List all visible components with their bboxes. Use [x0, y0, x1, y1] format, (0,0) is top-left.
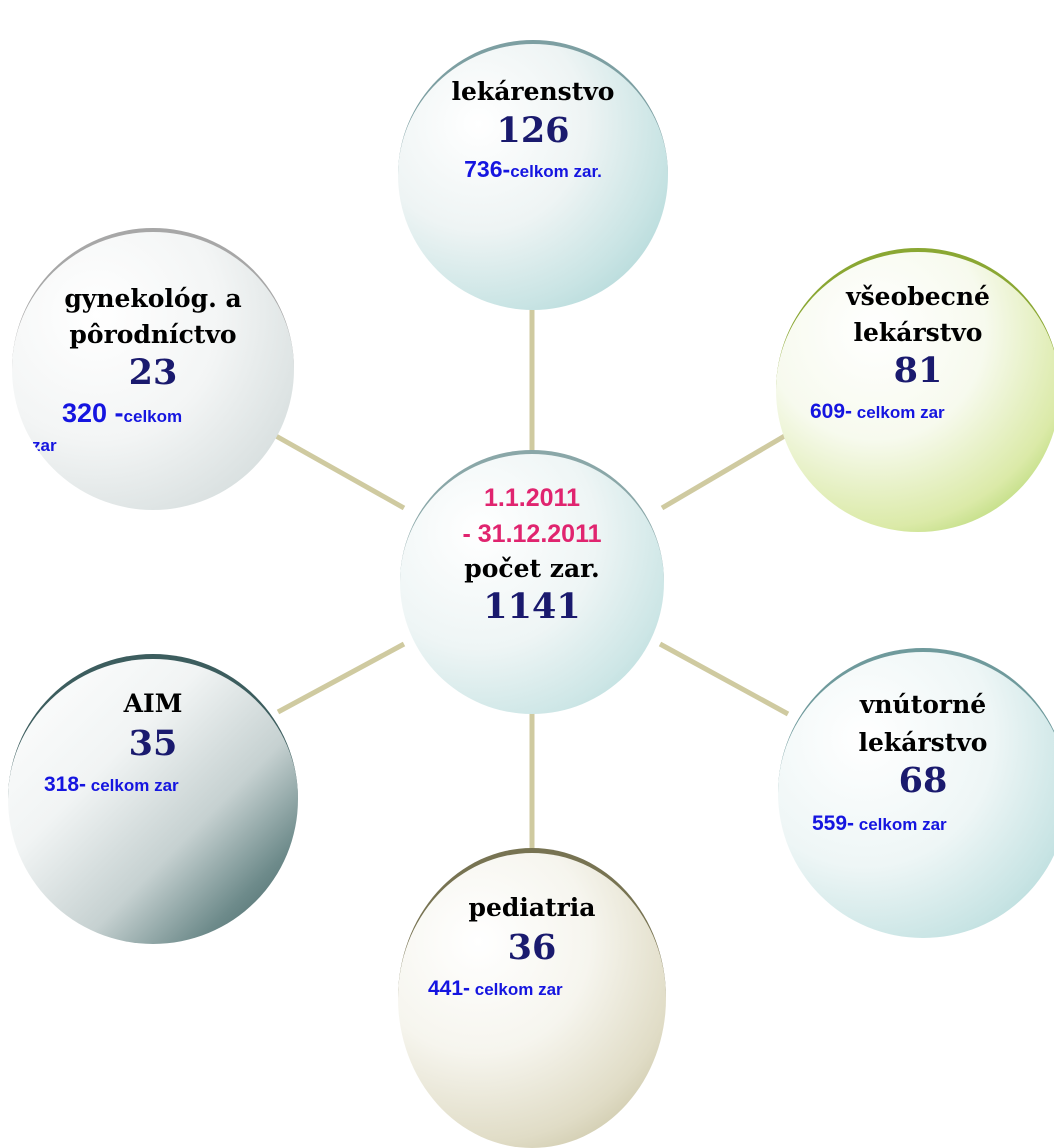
connector-aim [276, 641, 406, 715]
node-total: 559- celkom zar [812, 812, 947, 836]
node-total-text: celkom [123, 407, 183, 426]
node-total: 736-celkom zar. [398, 156, 668, 183]
node-label-line2: lekárstvo [853, 318, 983, 347]
node-center-total: 1.1.2011 - 31.12.2011 počet zar. 1141 [400, 450, 664, 714]
center-date-start: 1.1.2011 [484, 484, 580, 512]
node-total: 318- celkom zar [44, 773, 179, 797]
node-total-text: celkom zar [86, 776, 179, 795]
node-vseobecne-lekarstvo: všeobecné lekárstvo 81 609- celkom zar [776, 248, 1054, 532]
node-lekarenstvo: lekárenstvo 126 736-celkom zar. [398, 40, 668, 310]
node-label-line1: všeobecné [846, 282, 990, 311]
center-date-end: - 31.12.2011 [462, 520, 602, 548]
node-total-text: celkom zar. [510, 162, 602, 181]
node-count: 81 [893, 350, 943, 391]
node-total-number: 320 - [62, 398, 124, 428]
node-pediatria: pediatria 36 441- celkom zar [398, 848, 666, 1148]
node-label: AIM [123, 689, 183, 718]
hub-spoke-diagram: lekárenstvo 126 736-celkom zar. gynekoló… [8, 40, 1054, 1148]
center-label: počet zar. [464, 554, 600, 583]
connector-inner [658, 641, 790, 717]
node-total-text-wrap: zar [32, 436, 57, 455]
connector-left [274, 433, 406, 511]
node-count: 126 [496, 110, 570, 151]
node-label-line1: gynekológ. a [64, 284, 242, 313]
node-total-text: celkom zar [470, 980, 563, 999]
center-total: 1141 [483, 586, 581, 627]
node-label: pediatria [468, 893, 596, 922]
node-label-line2: lekárstvo [858, 728, 988, 757]
node-aim: AIM 35 318- celkom zar [8, 654, 298, 944]
connector-lines [274, 300, 790, 852]
node-total-number: 736- [464, 156, 511, 182]
node-count: 68 [898, 760, 948, 801]
node-total: 441- celkom zar [428, 977, 563, 1001]
node-total-number: 559- [812, 812, 855, 835]
node-total-number: 318- [44, 773, 87, 796]
node-total-number: 609- [810, 400, 853, 423]
connector-right [660, 431, 790, 511]
node-label-line1: vnútorné [859, 690, 987, 719]
node-total-text: celkom zar [852, 403, 945, 422]
node-count: 23 [128, 352, 178, 393]
node-vnutorne-lekarstvo: vnútorné lekárstvo 68 559- celkom zar [778, 648, 1054, 938]
node-count: 35 [128, 723, 178, 764]
node-count: 36 [507, 927, 557, 968]
node-total-number: 441- [428, 977, 471, 1000]
node-label-line2: pôrodníctvo [69, 320, 237, 349]
node-total: 320 -celkom [62, 398, 182, 429]
node-gynekologia: gynekológ. a pôrodníctvo 23 320 -celkom … [12, 228, 294, 510]
node-total-text: celkom zar [854, 815, 947, 834]
node-total: 609- celkom zar [810, 400, 945, 424]
node-label: lekárenstvo [451, 77, 615, 106]
